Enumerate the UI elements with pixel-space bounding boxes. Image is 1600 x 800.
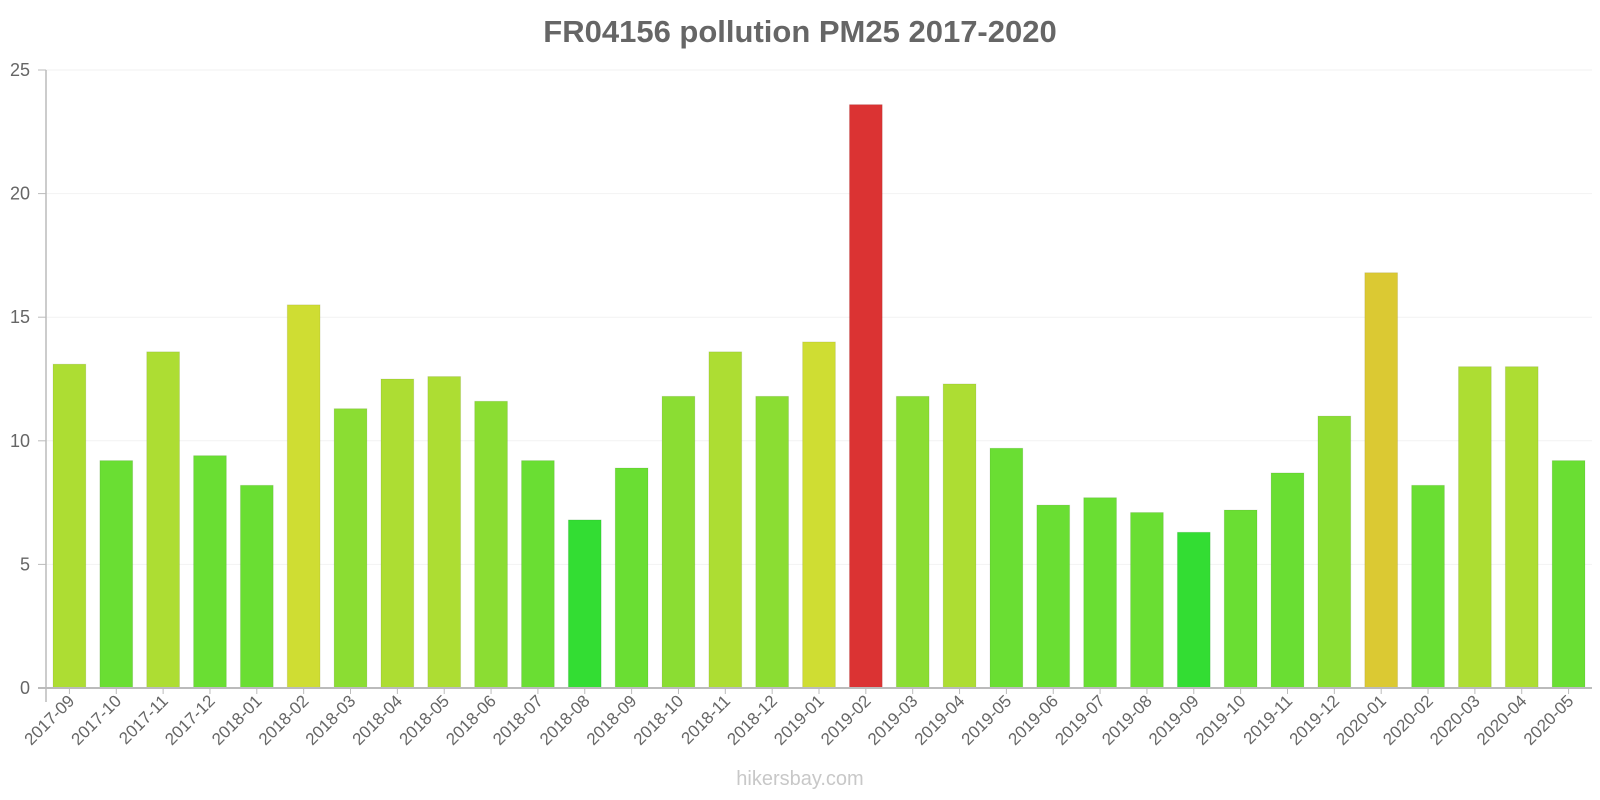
x-tick-label: 2019-10	[1192, 691, 1250, 749]
bar-2019-06[interactable]	[1036, 504, 1071, 689]
bar-2019-11[interactable]	[1270, 472, 1305, 689]
y-tick-label: 15	[10, 307, 30, 327]
bar-2019-03[interactable]	[895, 395, 930, 689]
bar-2020-02[interactable]	[1411, 484, 1445, 689]
chart-title: FR04156 pollution PM25 2017-2020	[543, 14, 1057, 49]
x-tick-label: 2019-07	[1051, 691, 1109, 749]
bar-2019-01[interactable]	[802, 341, 836, 689]
y-tick-label: 0	[20, 678, 30, 698]
x-tick-label: 2019-04	[911, 691, 969, 749]
x-tick-label: 2019-06	[1005, 691, 1063, 749]
bar-2018-01[interactable]	[239, 484, 274, 689]
x-tick-label: 2018-09	[583, 691, 641, 749]
x-tick-label: 2018-01	[208, 691, 266, 749]
watermark: hikersbay.com	[736, 768, 864, 790]
x-tick-label: 2020-05	[1520, 691, 1578, 749]
x-tick-label: 2019-01	[770, 691, 828, 749]
x-tick-label: 2018-04	[349, 691, 407, 749]
x-tick-label: 2017-12	[161, 691, 219, 749]
x-tick-label: 2018-02	[255, 691, 313, 749]
bar-2018-11[interactable]	[708, 351, 743, 689]
x-tick-label: 2017-10	[68, 691, 126, 749]
bar-2018-04[interactable]	[380, 378, 415, 689]
x-tick-label: 2019-05	[958, 691, 1016, 749]
bar-2018-10[interactable]	[661, 395, 696, 689]
y-tick-label: 20	[10, 184, 30, 204]
x-tick-label: 2019-12	[1286, 691, 1344, 749]
bar-2017-11[interactable]	[146, 351, 181, 689]
bar-2019-02[interactable]	[848, 104, 883, 689]
bar-2020-03[interactable]	[1457, 366, 1492, 689]
bar-2019-07[interactable]	[1083, 497, 1117, 689]
x-tick-label: 2020-02	[1379, 691, 1437, 749]
bar-2019-04[interactable]	[942, 383, 977, 689]
x-tick-label: 2018-11	[677, 691, 734, 748]
x-tick-label: 2019-02	[817, 691, 875, 749]
bar-2019-12[interactable]	[1317, 415, 1352, 689]
x-tick-label: 2019-09	[1145, 691, 1203, 749]
x-tick-label: 2017-09	[21, 691, 79, 749]
bar-2018-09[interactable]	[614, 467, 649, 689]
bar-2018-08[interactable]	[567, 519, 602, 689]
bar-2017-10[interactable]	[99, 460, 134, 689]
x-tick-label: 2018-10	[630, 691, 688, 749]
y-tick-label: 25	[10, 60, 30, 80]
bar-2018-12[interactable]	[755, 395, 790, 689]
bar-2018-05[interactable]	[427, 376, 462, 689]
x-tick-label: 2020-03	[1426, 691, 1484, 749]
x-tick-label: 2018-06	[442, 691, 500, 749]
bar-2017-09[interactable]	[52, 363, 87, 689]
x-tick-label: 2019-08	[1098, 691, 1156, 749]
x-tick-label: 2018-12	[723, 691, 781, 749]
bar-2018-02[interactable]	[286, 304, 321, 689]
x-tick-label: 2020-01	[1332, 691, 1390, 749]
x-tick-label: 2019-03	[864, 691, 922, 749]
x-tick-label: 2018-03	[302, 691, 360, 749]
bar-2018-06[interactable]	[474, 400, 508, 689]
bar-2020-04[interactable]	[1504, 366, 1539, 689]
x-tick-label: 2019-11	[1240, 691, 1297, 748]
bar-2019-05[interactable]	[989, 447, 1024, 689]
bar-2019-09[interactable]	[1176, 531, 1211, 689]
x-tick-label: 2018-08	[536, 691, 594, 749]
bar-2020-05[interactable]	[1551, 460, 1586, 689]
x-tick-label: 2017-11	[115, 691, 172, 748]
x-tick-label: 2018-05	[395, 691, 453, 749]
x-tick-label: 2020-04	[1473, 691, 1531, 749]
bar-2019-10[interactable]	[1223, 509, 1258, 689]
x-tick-label: 2018-07	[489, 691, 547, 749]
bar-2017-12[interactable]	[193, 455, 227, 689]
y-tick-label: 10	[10, 431, 30, 451]
bar-2018-03[interactable]	[333, 408, 368, 689]
y-tick-label: 5	[20, 554, 30, 574]
bar-2020-01[interactable]	[1364, 272, 1399, 689]
bar-2018-07[interactable]	[521, 460, 555, 689]
bar-2019-08[interactable]	[1130, 511, 1164, 689]
